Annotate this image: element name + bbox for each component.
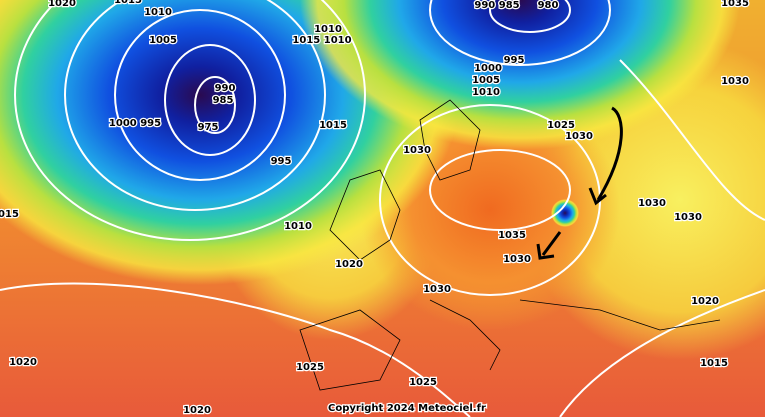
isobar-label: 1010 — [284, 221, 312, 232]
isobar — [489, 0, 571, 33]
copyright: Copyright 2024 Meteociel.fr — [328, 403, 486, 414]
coastline — [419, 99, 481, 181]
isobar-label: 1010 — [314, 24, 342, 35]
isobar-label: 1030 — [503, 254, 531, 265]
isobar-label: 1035 — [498, 230, 526, 241]
isobar-label: 1035 — [721, 0, 749, 9]
isobar — [64, 0, 326, 211]
coastline — [329, 169, 401, 261]
isobar-label: 995 — [271, 156, 292, 167]
isobar-label: 1020 — [183, 405, 211, 416]
isobar-label: 1005 — [472, 75, 500, 86]
isobar-label: 1020 — [9, 357, 37, 368]
isobar-label: 1030 — [403, 145, 431, 156]
coastline — [299, 309, 401, 391]
isobar-label: 1030 — [565, 131, 593, 142]
isobar-label: 1010 — [472, 87, 500, 98]
isobar — [559, 289, 765, 417]
isobar — [0, 282, 471, 417]
isobar-label: 990 985 — [474, 0, 519, 11]
arrows — [536, 106, 623, 260]
isobar — [429, 0, 611, 66]
isobar-label: 1015 — [114, 0, 142, 6]
isobar-label: 1030 — [674, 212, 702, 223]
isobar-label: 1025 — [409, 377, 437, 388]
isobar-label: 1015 — [0, 209, 19, 220]
arrow — [596, 106, 623, 201]
isobar-label: 1000 995 — [109, 118, 161, 129]
arrow — [541, 231, 562, 256]
isobar-label: 1015 1010 — [292, 35, 351, 46]
isobar-label: 1025 — [296, 362, 324, 373]
isobar — [194, 76, 236, 134]
isobar — [14, 0, 366, 241]
isobar-label: 980 — [538, 0, 559, 11]
isobar-label: 1015 — [700, 358, 728, 369]
isobar — [619, 59, 765, 221]
coastline — [519, 299, 721, 331]
isobar-label: 1025 — [547, 120, 575, 131]
isobar-label: 975 — [198, 122, 219, 133]
isobar-label: 1010 — [144, 7, 172, 18]
arrow-head — [536, 243, 555, 260]
arrow-head — [588, 187, 607, 206]
isobar-label: 1030 — [638, 198, 666, 209]
isobar-label: 995 — [504, 55, 525, 66]
coastline — [429, 299, 501, 371]
isobar-label: 1020 — [335, 259, 363, 270]
isobar-label: 1020 — [691, 296, 719, 307]
isobar-label: 1000 — [474, 63, 502, 74]
low-field — [551, 199, 579, 227]
coastlines — [299, 99, 721, 391]
isobar-label: 1020 — [48, 0, 76, 9]
isobar-label: 985 — [213, 95, 234, 106]
isobar — [164, 44, 256, 156]
isobar — [429, 149, 571, 231]
low-field — [300, 0, 740, 150]
isobar-label: 1030 — [721, 76, 749, 87]
isobar-label: 1030 — [423, 284, 451, 295]
isobar-label: 990 — [215, 83, 236, 94]
isobar-label: 1015 — [319, 120, 347, 131]
isobar — [114, 9, 286, 181]
isobar-label: 1005 — [149, 35, 177, 46]
